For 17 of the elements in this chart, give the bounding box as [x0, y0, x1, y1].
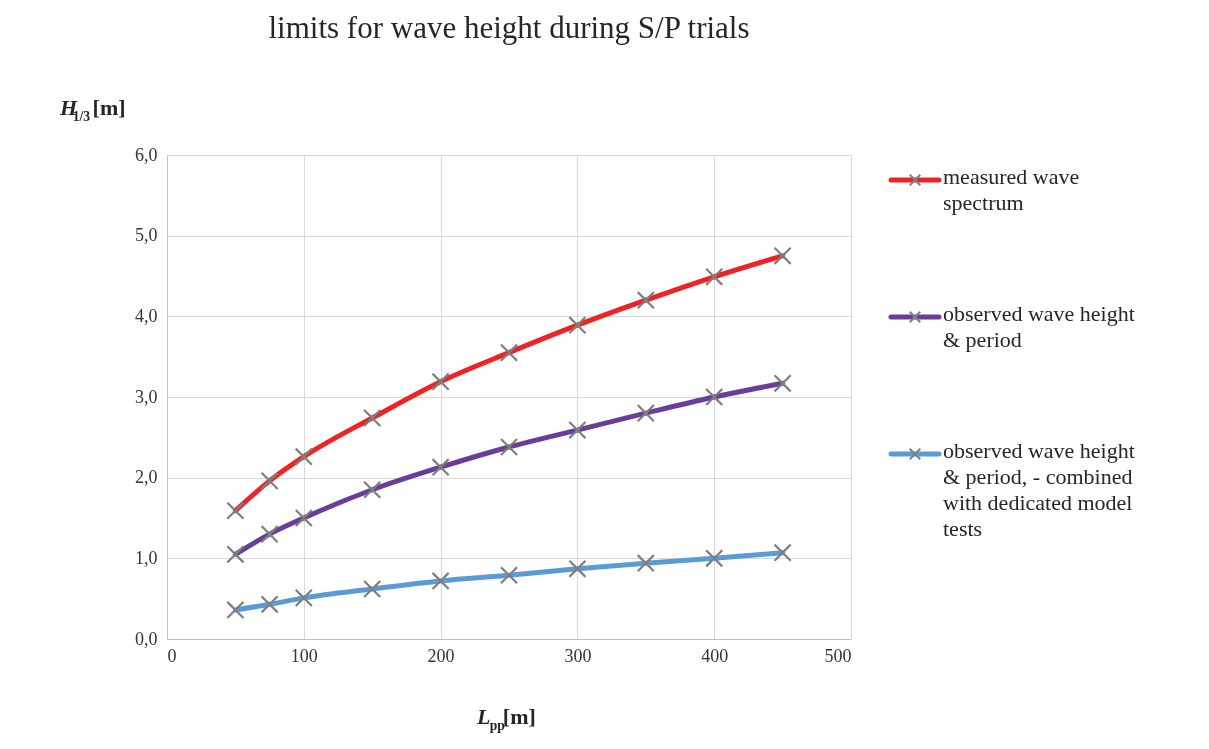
y-tick-label: 6,0	[135, 144, 158, 165]
y-tick-label: 3,0	[135, 386, 158, 407]
x-tick-label: 100	[290, 645, 318, 666]
x-tick-label: 0	[167, 645, 177, 666]
x-tick-label: 500	[824, 645, 852, 666]
legend-label: measured wave spectrum	[943, 164, 1080, 215]
legend-label: observed wave height & period, - combined with dedicated model tests	[943, 438, 1135, 541]
y-tick-label: 4,0	[135, 305, 158, 326]
chart-title: limits for wave height during S/P trials	[268, 10, 750, 45]
y-tick-label: 2,0	[135, 467, 158, 488]
legend-label: observed wave height & period	[943, 301, 1135, 352]
y-tick-label: 1,0	[135, 547, 158, 568]
y-tick-label: 5,0	[135, 225, 158, 246]
x-tick-label: 200	[427, 645, 455, 666]
y-tick-label: 0,0	[135, 628, 158, 649]
x-tick-label: 300	[564, 645, 592, 666]
x-tick-label: 400	[701, 645, 729, 666]
